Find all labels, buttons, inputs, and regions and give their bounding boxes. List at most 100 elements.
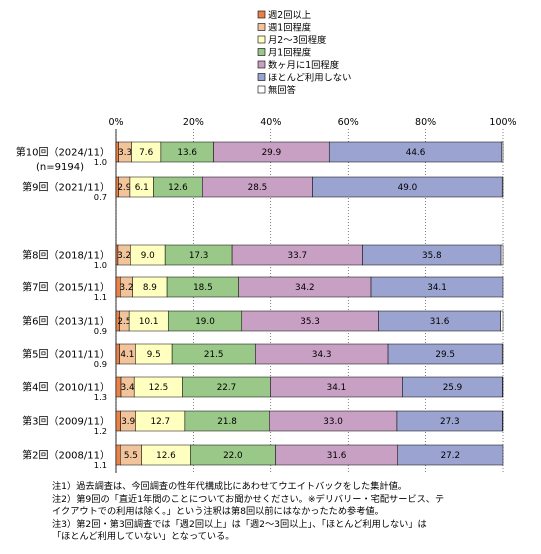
data-label: 33.7 (288, 251, 308, 261)
stacked-bar-chart: 週2回以上週1回程度月2～3回程度月1回程度数ヶ月に1回程度ほとんど利用しない無… (16, 9, 517, 473)
bar-segment (370, 276, 504, 298)
data-label: 12.6 (156, 451, 176, 461)
footnote-2: 注2）第9回の「直近1年間のことについてお聞かせください。※デリバリー・宅配サー… (52, 493, 445, 505)
data-label: 3.9 (121, 417, 135, 427)
x-tick-label: 100% (489, 117, 516, 128)
data-label: 27.2 (441, 451, 461, 461)
side-value-label: 0.7 (94, 192, 107, 202)
legend-swatch (257, 48, 266, 56)
footnote-3-cont: 「ほとんど利用していない」となっている。 (52, 531, 235, 543)
bar-segment (501, 176, 504, 198)
bar-segment (115, 343, 120, 365)
data-label: 10.1 (139, 317, 159, 327)
data-label: 3.3 (118, 148, 132, 158)
data-label: 12.5 (149, 383, 169, 393)
data-label: 8.9 (143, 283, 157, 293)
data-label: 9.5 (147, 350, 161, 360)
legend: 週2回以上週1回程度月2～3回程度月1回程度数ヶ月に1回程度ほとんど利用しない無… (257, 9, 351, 96)
data-label: 17.3 (189, 251, 209, 261)
legend-swatch (257, 60, 266, 69)
data-label: 34.1 (327, 383, 347, 393)
side-value-label: 1.0 (94, 157, 107, 167)
side-value-label: 1.0 (94, 260, 107, 270)
data-label: 31.6 (430, 317, 450, 327)
legend-swatch (257, 73, 266, 81)
x-tick-label: 40% (260, 117, 281, 128)
data-label: 35.8 (422, 251, 442, 261)
side-value-label: 0.9 (94, 326, 107, 336)
bar-segment (501, 141, 504, 163)
data-label: 29.5 (435, 350, 455, 360)
bar-segment (500, 310, 504, 332)
legend-swatch (257, 23, 266, 31)
category-sublabel: (n=9194) (36, 162, 84, 173)
data-label: 12.6 (168, 183, 188, 193)
legend-label: 無回答 (268, 84, 297, 96)
side-value-label: 1.1 (94, 460, 107, 470)
data-label: 21.8 (217, 417, 237, 427)
data-label: 27.3 (440, 417, 460, 427)
data-label: 22.0 (223, 451, 243, 461)
bar-segment (501, 343, 504, 365)
category-label: 第6回（2013/11） (22, 315, 110, 328)
legend-label: 週2回以上 (268, 9, 311, 21)
category-label: 第2回（2008/11） (22, 449, 110, 462)
data-label: 3.2 (117, 251, 131, 261)
data-label: 21.5 (204, 350, 224, 360)
category-label: 第5回（2011/11） (22, 348, 110, 361)
category-label: 第10回（2024/11） (16, 146, 110, 159)
data-label: 6.1 (135, 183, 149, 193)
x-tick-label: 20% (183, 117, 204, 128)
category-label: 第4回（2010/11） (22, 381, 110, 394)
side-value-label: 1.2 (94, 426, 107, 436)
data-label: 25.9 (443, 383, 463, 393)
data-label: 2.9 (117, 183, 131, 193)
data-label: 13.6 (177, 148, 197, 158)
data-label: 7.6 (139, 148, 153, 158)
data-label: 2.5 (117, 317, 131, 327)
data-label: 49.0 (398, 183, 418, 193)
data-label: 18.5 (193, 283, 213, 293)
bar-segment (500, 244, 504, 266)
data-label: 9.0 (141, 251, 155, 261)
x-tick-label: 60% (338, 117, 359, 128)
category-label: 第9回（2021/11） (22, 181, 110, 194)
data-label: 5.5 (124, 451, 138, 461)
footnote-2-cont: イクアウトでの利用は除く。」という注釈は第8回以前にはなかったため参考値。 (52, 506, 384, 518)
side-value-label: 1.1 (94, 292, 107, 302)
data-label: 3.2 (119, 283, 133, 293)
footnote-3: 注3）第2回・第3回調査では「週2回以上」は「週2～3回以上」、「ほとんど利用し… (52, 518, 427, 530)
data-label: 34.2 (295, 283, 315, 293)
data-label: 33.0 (323, 417, 343, 427)
legend-swatch (257, 35, 266, 44)
data-label: 34.1 (427, 283, 447, 293)
data-label: 3.4 (121, 383, 135, 393)
data-label: 22.7 (217, 383, 237, 393)
footnotes: 注1）過去調査は、今回調査の性年代構成比にあわせてウエイトバックをした集計値。 … (52, 481, 537, 544)
data-label: 29.9 (262, 148, 282, 158)
category-label: 第3回（2009/11） (22, 415, 110, 428)
legend-swatch (257, 85, 266, 94)
bar-segment (397, 444, 504, 466)
side-value-label: 0.9 (94, 359, 107, 369)
legend-label: 週1回程度 (268, 22, 311, 34)
legend-label: ほとんど利用しない (268, 72, 351, 84)
bar-segment (115, 410, 121, 432)
data-label: 4.1 (120, 350, 134, 360)
y-axis-labels: 第10回（2024/11） (n=9194) 1.0 第9回（2021/11）0.7 第… (16, 146, 110, 471)
x-tick-label: 0% (108, 117, 123, 128)
plot-area: 3.3 7.6 13.6 29.9 44.6 2.9 6.1 12.6 28.5 49.0 3.2 9… (115, 141, 504, 466)
legend-swatch (257, 10, 266, 19)
side-value-label: 1.3 (94, 392, 107, 402)
data-label: 28.5 (248, 183, 268, 193)
data-label: 34.3 (312, 350, 332, 360)
category-label: 第8回（2018/11） (22, 249, 110, 262)
legend-label: 月2～3回程度 (268, 34, 326, 46)
footnote-1: 注1）過去調査は、今回調査の性年代構成比にあわせてウエイトバックをした集計値。 (52, 481, 407, 492)
data-label: 31.6 (327, 451, 347, 461)
x-tick-label: 80% (415, 117, 436, 128)
data-label: 44.6 (406, 148, 426, 158)
data-label: 19.0 (195, 317, 215, 327)
data-label: 35.3 (300, 317, 320, 327)
category-label: 第7回（2015/11） (22, 281, 110, 294)
